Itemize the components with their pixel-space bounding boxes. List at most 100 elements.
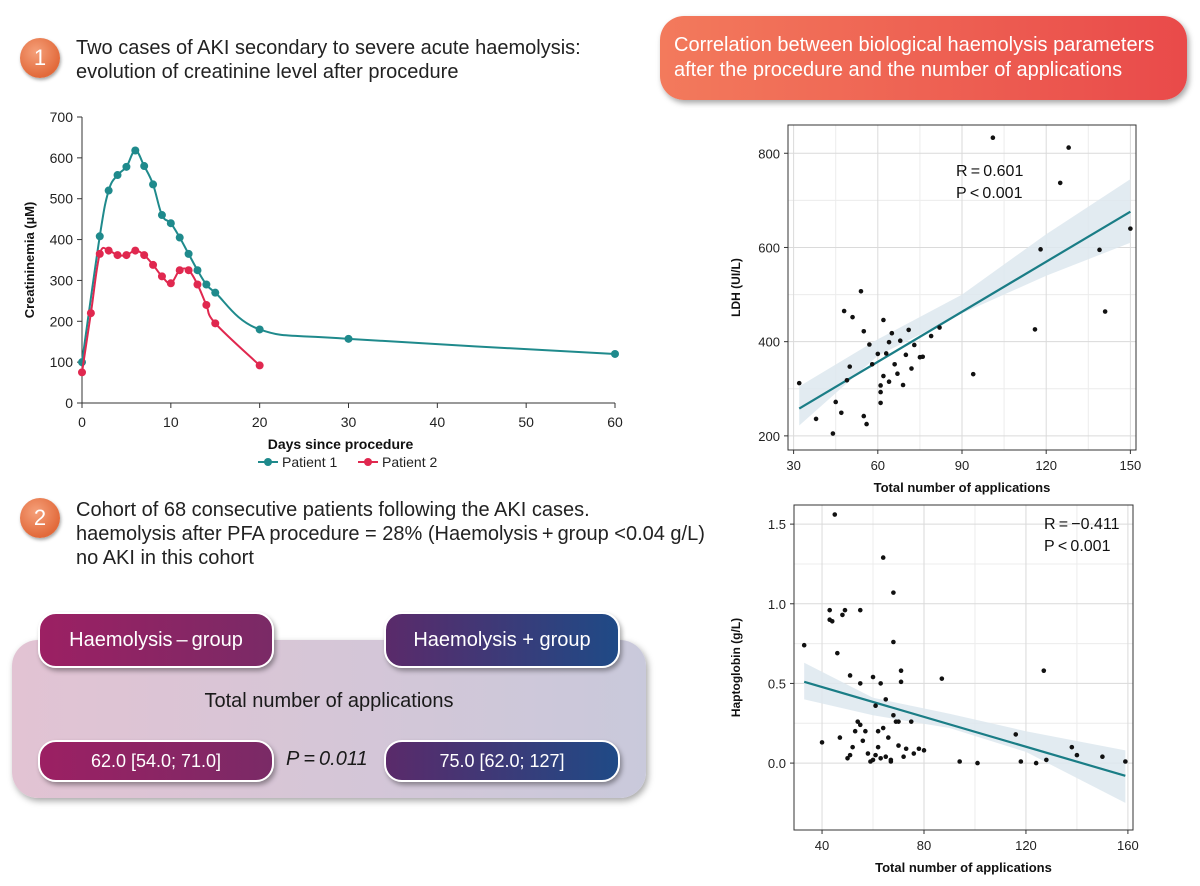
data-point bbox=[819, 740, 825, 745]
correlation-banner-line2: after the procedure and the number of ap… bbox=[674, 59, 1123, 81]
data-point bbox=[1057, 180, 1063, 186]
data-point bbox=[892, 361, 897, 367]
data-point bbox=[891, 712, 896, 718]
data-point bbox=[886, 339, 892, 345]
patient-1-legend-label: Patient 1 bbox=[282, 454, 337, 470]
y-tick-label: 200 bbox=[50, 313, 74, 329]
data-point bbox=[873, 703, 878, 709]
data-point bbox=[857, 722, 863, 728]
haemolysis-plus-value: 75.0 [62.0; 127] bbox=[384, 740, 620, 782]
data-point bbox=[957, 759, 962, 764]
data-point bbox=[881, 373, 886, 379]
data-point bbox=[878, 681, 883, 686]
data-point bbox=[1038, 247, 1043, 252]
data-point bbox=[835, 650, 840, 656]
x-tick-label: 120 bbox=[1035, 458, 1057, 473]
correlation-p-annotation: P < 0.001 bbox=[1044, 538, 1111, 555]
data-point bbox=[855, 719, 861, 724]
patient-1-point bbox=[211, 288, 220, 297]
x-tick-label: 40 bbox=[815, 838, 829, 853]
patient-1-point bbox=[104, 186, 113, 195]
section-1-title: Two cases of AKI secondary to severe acu… bbox=[76, 36, 581, 84]
patient-2-point bbox=[113, 251, 122, 260]
data-point bbox=[937, 325, 942, 330]
y-tick-label: 700 bbox=[50, 109, 74, 125]
data-point bbox=[875, 351, 881, 357]
data-point bbox=[886, 379, 892, 385]
patient-1-line bbox=[81, 149, 616, 363]
y-tick-label: 200 bbox=[758, 429, 780, 444]
confidence-band bbox=[799, 179, 1131, 426]
patient-2-legend-label: Patient 2 bbox=[382, 454, 437, 470]
ldh-scatter-chart: 200 400 600 800 30 60 90 120 150 Total number of … bbox=[729, 124, 1141, 495]
y-tick-label: 300 bbox=[50, 272, 74, 288]
section-2-line2: haemolysis after PFA procedure = 28% (Ha… bbox=[76, 523, 705, 545]
comparison-title: Total number of applications bbox=[204, 690, 454, 712]
data-point bbox=[1044, 757, 1049, 763]
y-axis-title: Creatininemia (µM) bbox=[22, 202, 37, 319]
patient-2-line bbox=[81, 246, 261, 373]
section-2-line1: Cohort of 68 consecutive patients follow… bbox=[76, 499, 590, 521]
data-point bbox=[916, 746, 922, 752]
step-1-badge: 1 bbox=[20, 38, 60, 78]
data-point bbox=[857, 607, 863, 613]
data-point bbox=[901, 754, 906, 760]
data-point bbox=[1032, 327, 1038, 332]
patient-2-point bbox=[157, 272, 166, 281]
data-point bbox=[883, 351, 889, 356]
data-point bbox=[873, 752, 878, 758]
patient-1-point bbox=[202, 280, 211, 289]
data-point bbox=[847, 752, 853, 758]
data-point bbox=[886, 735, 891, 740]
data-point bbox=[881, 317, 886, 323]
regression-line bbox=[803, 680, 1126, 777]
data-point bbox=[878, 383, 883, 388]
data-point bbox=[896, 743, 901, 748]
correlation-r-annotation: R = 0.601 bbox=[956, 163, 1023, 180]
data-point bbox=[861, 329, 867, 334]
data-point bbox=[878, 400, 883, 406]
patient-1-point bbox=[149, 180, 158, 189]
creatinine-line-chart: 0 100 200 300 400 500 600 700 0 10 20 30 40 50 60 Days … bbox=[22, 109, 623, 470]
patient-2-point bbox=[95, 249, 104, 258]
data-point bbox=[832, 512, 838, 517]
x-axis-title: Total number of applications bbox=[874, 480, 1051, 495]
data-point bbox=[860, 738, 866, 744]
data-point bbox=[1100, 754, 1105, 760]
data-point bbox=[939, 676, 945, 681]
data-point bbox=[889, 330, 895, 336]
y-tick-label: 800 bbox=[758, 146, 780, 161]
data-point bbox=[1041, 668, 1047, 673]
p-value-label: P = 0.011 bbox=[286, 748, 368, 770]
data-point bbox=[858, 288, 864, 294]
regression-line bbox=[798, 210, 1131, 410]
data-point bbox=[878, 756, 883, 761]
y-tick-label: 600 bbox=[758, 240, 780, 255]
data-point bbox=[970, 371, 976, 377]
y-axis-title: LDH (UI/L) bbox=[729, 258, 743, 317]
y-tick-label: 1.5 bbox=[768, 517, 786, 532]
patient-1-point bbox=[166, 219, 175, 228]
x-tick-label: 20 bbox=[252, 414, 268, 430]
data-point bbox=[850, 314, 855, 320]
x-tick-label: 40 bbox=[430, 414, 446, 430]
x-tick-label: 50 bbox=[518, 414, 534, 430]
data-point bbox=[880, 725, 886, 731]
data-point bbox=[870, 757, 876, 763]
data-point bbox=[891, 590, 896, 595]
data-point bbox=[975, 760, 980, 766]
data-point bbox=[1074, 752, 1080, 758]
data-point bbox=[869, 361, 875, 367]
patient-1-point bbox=[344, 334, 353, 343]
x-axis-title: Total number of applications bbox=[875, 860, 1052, 875]
data-point bbox=[903, 746, 909, 752]
haemolysis-minus-group-pill: Haemolysis – group bbox=[38, 612, 274, 668]
x-tick-label: 30 bbox=[341, 414, 357, 430]
x-tick-label: 60 bbox=[871, 458, 885, 473]
data-point bbox=[1097, 247, 1102, 253]
patient-1-point bbox=[122, 162, 131, 171]
data-point bbox=[898, 679, 904, 685]
y-axis-title: Haptoglobin (g/L) bbox=[729, 618, 743, 717]
y-tick-label: 400 bbox=[758, 335, 780, 350]
data-point bbox=[906, 327, 911, 333]
